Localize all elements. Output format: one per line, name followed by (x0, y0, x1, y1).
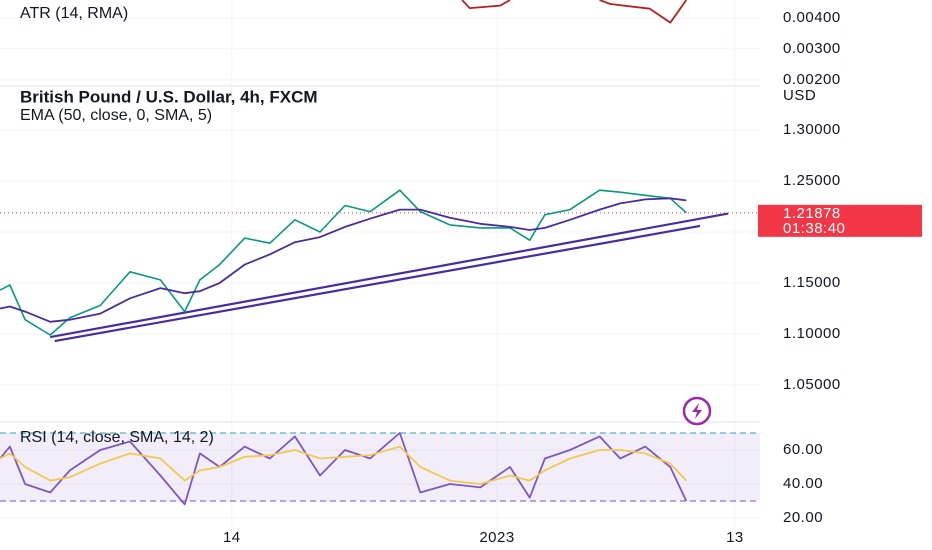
y-tick-label: 60.00 (783, 441, 823, 458)
pane-title: RSI (14, close, SMA, 14, 2) (20, 429, 214, 446)
pane-title: British Pound / U.S. Dollar, 4h, FXCM (20, 87, 318, 106)
countdown-label: 01:38:40 (783, 220, 845, 237)
grid-layer (0, 0, 760, 530)
band-fill (0, 433, 760, 501)
pane-title: ATR (14, RMA) (20, 5, 128, 22)
x-tick-label: 13 (726, 529, 744, 546)
pane-subtitle: EMA (50, close, 0, SMA, 5) (20, 107, 212, 124)
y-tick-label: 20.00 (783, 509, 823, 526)
y-tick-label: 0.00200 (783, 71, 841, 88)
marks-layer (0, 0, 729, 506)
y-tick-label: 1.30000 (783, 121, 841, 138)
series-line (0, 197, 687, 323)
last-price-box (758, 204, 922, 237)
y-tick-label: 1.25000 (783, 172, 841, 189)
series-line (0, 189, 687, 336)
series-line (0, 445, 687, 485)
x-tick-label: 14 (223, 529, 241, 546)
trendline (54, 224, 701, 343)
y-tick-label: 0.00400 (783, 9, 841, 26)
icon-bolt (692, 403, 702, 419)
last-price-label: 1.21878 (783, 205, 841, 222)
series-line (461, 0, 688, 24)
x-tick-label: 2023 (479, 529, 514, 546)
y-axis-unit: USD (783, 87, 816, 104)
y-tick-label: 1.15000 (783, 274, 841, 291)
y-tick-label: 40.00 (783, 475, 823, 492)
labels-layer: ATR (14, RMA) 0.00200 0.00300 0.00400 Britis… (20, 5, 922, 546)
trendline (50, 212, 729, 339)
series-line (0, 432, 688, 506)
y-tick-label: 1.05000 (783, 376, 841, 393)
lightning-icon[interactable] (682, 396, 712, 426)
y-tick-label: 1.10000 (783, 325, 841, 342)
y-tick-label: 0.00300 (783, 40, 841, 57)
